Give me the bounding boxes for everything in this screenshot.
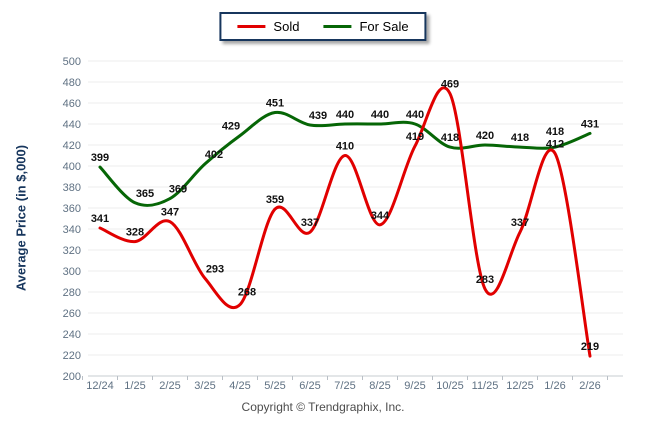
data-label-sold: 344	[371, 210, 390, 222]
series-line-sold	[98, 86, 592, 358]
data-label-sold: 347	[161, 207, 179, 219]
data-label-for-sale: 369	[169, 184, 187, 196]
x-tick-label: 3/25	[194, 380, 215, 392]
data-label-sold: 337	[511, 217, 529, 229]
data-label-for-sale: 399	[91, 152, 109, 164]
data-label-sold: 337	[301, 217, 319, 229]
data-label-sold: 410	[336, 141, 354, 153]
y-tick-label: 240	[63, 329, 81, 341]
data-label-for-sale: 420	[476, 130, 494, 142]
x-tick-label: 1/26	[544, 380, 565, 392]
legend-label: Sold	[273, 19, 300, 34]
x-tick-label: 12/24	[86, 380, 114, 392]
x-tick-label: 5/25	[264, 380, 285, 392]
data-label-for-sale: 418	[511, 132, 529, 144]
data-label-sold: 268	[238, 287, 256, 299]
y-tick-label: 320	[63, 245, 81, 257]
data-label-for-sale: 440	[371, 109, 389, 121]
y-tick-label: 440	[63, 119, 81, 131]
y-tick-label: 300	[63, 266, 81, 278]
x-tick-label: 11/25	[472, 380, 499, 392]
y-tick-label: 260	[63, 308, 81, 320]
data-label-sold: 419	[406, 131, 424, 143]
data-label-for-sale: 365	[136, 188, 154, 200]
data-label-sold: 412	[546, 138, 564, 150]
legend-swatch	[237, 25, 266, 28]
legend-item-sold: Sold	[237, 19, 299, 34]
y-tick-label: 460	[63, 98, 81, 110]
data-label-for-sale: 429	[222, 121, 240, 133]
data-label-for-sale: 451	[266, 98, 284, 110]
x-tick-label: 8/25	[369, 380, 390, 392]
x-tick-label: 9/25	[404, 380, 425, 392]
x-tick-label: 6/25	[299, 380, 320, 392]
data-label-for-sale: 439	[309, 110, 327, 122]
x-tick-label: 1/25	[124, 380, 145, 392]
y-tick-label: 280	[63, 287, 81, 299]
x-tick-label: 4/25	[229, 380, 250, 392]
y-tick-label: 380	[63, 182, 81, 194]
y-tick-label: 200	[63, 371, 81, 383]
data-label-for-sale: 440	[336, 109, 354, 121]
data-label-sold: 359	[266, 194, 284, 206]
legend-label: For Sale	[359, 19, 409, 34]
data-label-sold: 469	[441, 79, 459, 91]
data-label-sold: 293	[206, 263, 224, 275]
data-label-for-sale: 440	[406, 109, 424, 121]
x-tick-label: 7/25	[334, 380, 355, 392]
y-tick-label: 400	[63, 161, 81, 173]
y-axis-title: Average Price (in $,000)	[13, 144, 29, 292]
y-tick-label: 220	[63, 350, 81, 362]
data-label-sold: 219	[581, 341, 599, 353]
x-tick-label: 12/25	[506, 380, 534, 392]
y-tick-label: 420	[63, 140, 81, 152]
data-label-for-sale: 418	[546, 126, 564, 138]
data-label-sold: 328	[126, 227, 144, 239]
y-tick-label: 360	[63, 203, 81, 215]
copyright-text: Copyright © Trendgraphix, Inc.	[241, 400, 405, 414]
x-tick-label: 2/26	[579, 380, 600, 392]
chart-legend: Sold For Sale	[219, 12, 427, 41]
legend-swatch	[323, 25, 352, 28]
x-tick-label: 2/25	[159, 380, 180, 392]
x-tick-label: 10/25	[436, 380, 464, 392]
data-label-for-sale: 418	[441, 132, 459, 144]
series-line-for-sale	[98, 110, 592, 207]
data-label-for-sale: 402	[205, 149, 223, 161]
legend-item-for-sale: For Sale	[323, 19, 409, 34]
data-label-sold: 283	[476, 274, 494, 286]
y-tick-label: 340	[63, 224, 81, 236]
data-label-sold: 341	[91, 213, 109, 225]
y-tick-label: 500	[63, 56, 81, 68]
data-label-for-sale: 431	[581, 118, 599, 130]
y-tick-label: 480	[63, 77, 81, 89]
